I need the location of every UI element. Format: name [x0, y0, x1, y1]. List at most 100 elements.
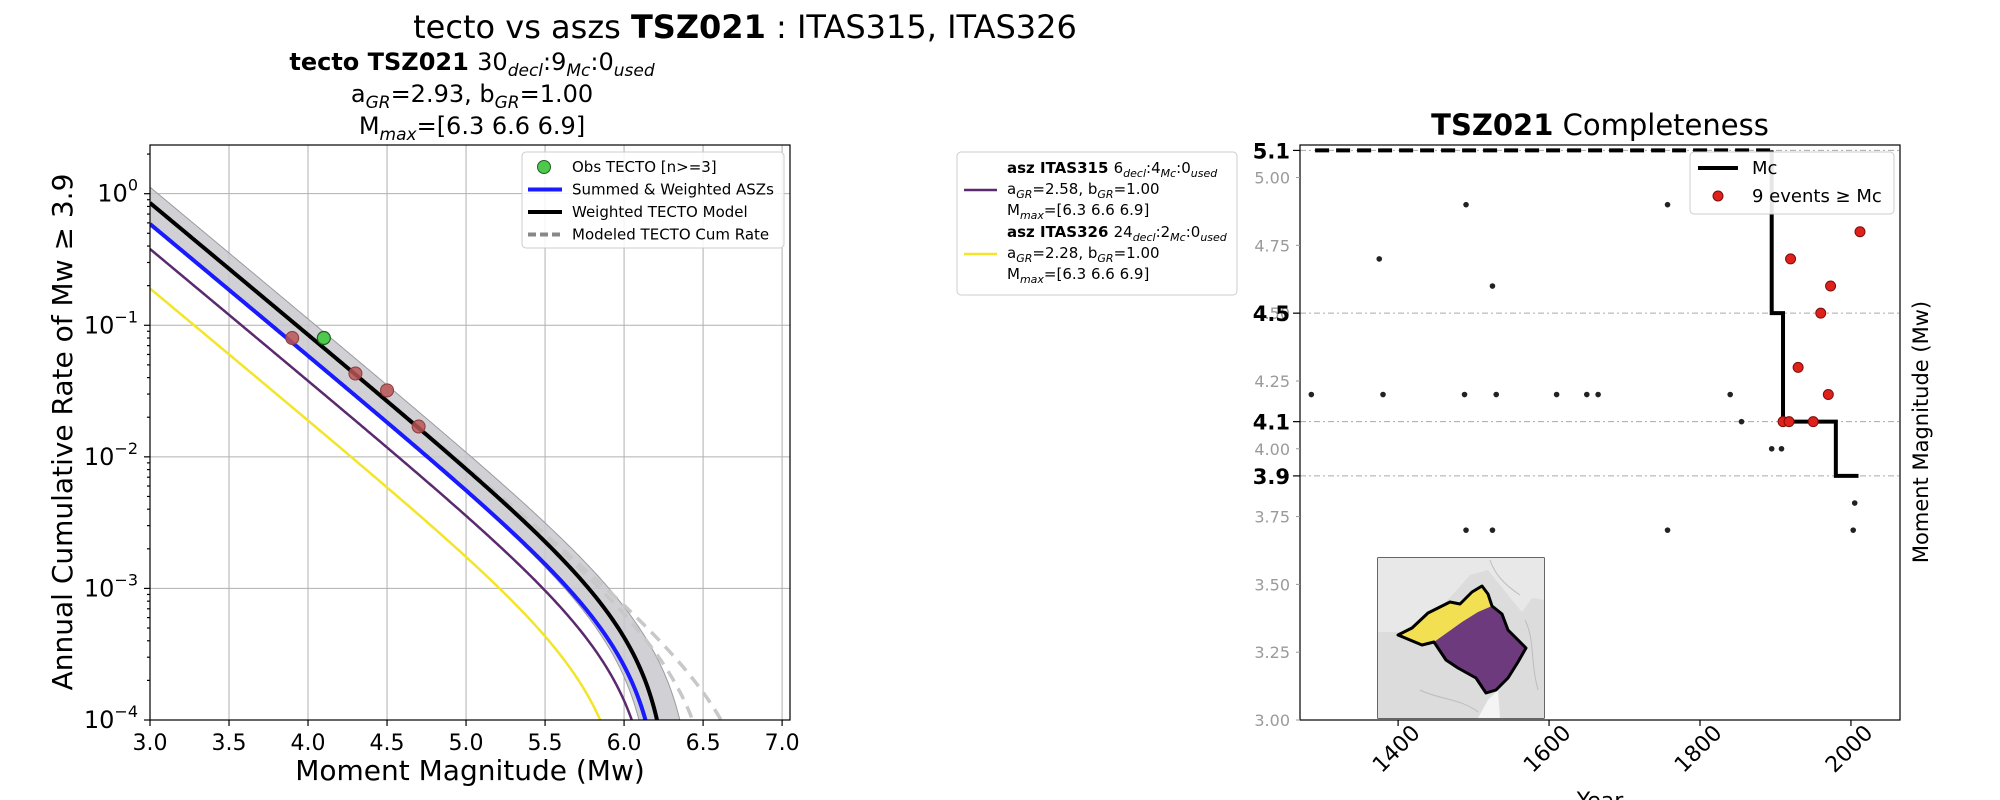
- right-x-axis-label: Year: [1576, 789, 1625, 800]
- y-tick-exponent: −2: [114, 439, 138, 458]
- legend-label: Mc: [1752, 158, 1777, 179]
- mc-tick-label: 3.9: [1253, 465, 1290, 489]
- event-below-mc: [1738, 418, 1745, 425]
- legend-label: Obs TECTO [n>=3]: [572, 158, 717, 176]
- count-subscript: Mc: [1170, 231, 1186, 244]
- event-above-mc: [1792, 361, 1804, 373]
- left-title-line2: aGR​=2.93, bGR​=1.00: [351, 80, 593, 113]
- subscript: GR: [1016, 252, 1032, 265]
- event-below-mc: [1376, 256, 1383, 262]
- event-below-mc: [1463, 201, 1469, 208]
- legend-label: Summed & Weighted ASZs: [572, 181, 774, 199]
- x-tick-label: 5.5: [528, 731, 563, 756]
- inset-borders: [1419, 559, 1539, 713]
- asz-name: asz ITAS315: [1007, 159, 1114, 177]
- y-tick-base: 10: [84, 574, 115, 602]
- subscript: GR: [495, 93, 520, 113]
- right-x-ticks: 1400 1600 1800 2000: [1368, 720, 1878, 778]
- left-title-zone: tecto TSZ021: [289, 48, 477, 76]
- mc-tick-label: 5.1: [1253, 139, 1290, 163]
- subscript: max: [1020, 209, 1044, 222]
- count-value: 6: [1114, 159, 1124, 177]
- asz-legend-params: aGR​=2.58, bGR​=1.00: [1007, 180, 1160, 201]
- text-run: =2.58, b: [1032, 180, 1097, 198]
- event-below-mc: [1461, 391, 1468, 398]
- x-tick-label: 1600: [1519, 721, 1576, 778]
- x-tick-label: 1400: [1368, 721, 1425, 778]
- event-above-mc: [1822, 389, 1834, 401]
- count-value: :4: [1146, 159, 1161, 177]
- text-run: M: [359, 112, 380, 140]
- text-run: M: [1007, 201, 1020, 219]
- observed-rate-point: [348, 366, 363, 381]
- left-y-axis-label: Annual Cumulative Rate of Mw ≥ 3.9: [46, 174, 79, 691]
- x-tick-label: 1800: [1670, 721, 1727, 778]
- left-title-line3: Mmax​=[6.3 6.6 6.9]: [359, 112, 585, 145]
- y-tick-base: 10: [84, 443, 115, 471]
- asz-legend-params: aGR​=2.28, bGR​=1.00: [1007, 244, 1160, 265]
- left-x-axis-label: Moment Magnitude (Mw): [295, 754, 645, 787]
- x-tick-label: 6.5: [686, 731, 721, 756]
- observed-rate-point: [285, 331, 300, 346]
- series-line: [150, 201, 660, 720]
- legend-marker: [1712, 190, 1724, 202]
- event-below-mc: [1489, 527, 1496, 533]
- completeness-chart: TSZ021 Completeness 1400 1600 1800 2000 3.0…: [1253, 108, 1933, 800]
- text-run: =[6.3 6.6 6.9]: [1044, 265, 1149, 283]
- right-y-axis-label: Moment Magnitude (Mw): [1909, 301, 1933, 563]
- count-value: 24: [1114, 223, 1133, 241]
- text-run: a: [1007, 244, 1016, 262]
- y-tick-base: 10: [84, 311, 115, 339]
- event-above-mc: [1815, 307, 1827, 319]
- legend-label: Weighted TECTO Model: [572, 203, 748, 221]
- y-tick-label: 4.50: [1254, 304, 1290, 323]
- event-above-mc: [1807, 416, 1819, 428]
- x-tick-label: 7.0: [765, 731, 800, 756]
- count-subscript: used: [614, 61, 655, 81]
- event-below-mc: [1595, 391, 1601, 398]
- right-title: TSZ021 Completeness: [1431, 108, 1769, 142]
- right-y-ticks: 3.00 3.25 3.50 3.75 4.00 4.25 4.50 4.75 5.00 3.9 4…: [1253, 139, 1300, 730]
- event-below-mc: [1489, 283, 1496, 289]
- y-tick-label: 4.25: [1254, 372, 1290, 391]
- y-tick-label: 10−3: [84, 570, 138, 602]
- y-tick-exponent: 0: [128, 176, 138, 195]
- inset-sea-south: [1478, 690, 1500, 718]
- inset-map: [1377, 557, 1545, 719]
- left-plot-area: [150, 186, 724, 720]
- mc-tick-label: 4.5: [1253, 302, 1290, 326]
- right-legend-box: [1689, 151, 1895, 215]
- y-tick-label: 5.00: [1254, 169, 1290, 188]
- event-below-mc: [1664, 201, 1671, 208]
- observed-rate-point: [380, 383, 395, 398]
- text-run: =2.28, b: [1032, 244, 1097, 262]
- figure-title: tecto vs aszs TSZ021 : ITAS315, ITAS326: [413, 8, 1077, 46]
- x-tick-label: 6.0: [607, 731, 642, 756]
- text-run: a: [1007, 180, 1016, 198]
- event-below-mc: [1380, 391, 1386, 398]
- count-subscript: decl: [1123, 167, 1146, 180]
- series-line: [150, 287, 602, 720]
- model-uncertainty-band: [150, 186, 681, 720]
- count-value: :9: [543, 48, 566, 76]
- event-below-mc: [1851, 500, 1858, 506]
- asz-legend-name: asz ITAS326 24decl​:2Mc​:0used​: [1007, 223, 1228, 244]
- x-tick-label: 5.0: [449, 731, 484, 756]
- count-value: :0: [590, 48, 613, 76]
- y-tick-label: 3.25: [1254, 643, 1290, 662]
- count-value: 30: [477, 48, 508, 76]
- count-value: :0: [1176, 159, 1191, 177]
- series-line: [150, 248, 634, 720]
- text-run: =1.00: [1114, 244, 1160, 262]
- left-x-ticks: 3.0 3.5 4.0 4.5 5.0 5.5 6.0 6.5 7.0: [133, 720, 800, 756]
- count-value: :2: [1156, 223, 1171, 241]
- right-plot-area: [1308, 148, 1866, 533]
- subscript: GR: [1016, 188, 1032, 201]
- subscript: max: [380, 125, 418, 145]
- asz-legend-mmax: Mmax​=[6.3 6.6 6.9]: [1007, 201, 1149, 222]
- count-subscript: used: [1191, 167, 1218, 180]
- event-above-mc: [1854, 226, 1866, 238]
- count-subscript: used: [1200, 231, 1227, 244]
- x-tick-label: 3.5: [212, 731, 247, 756]
- right-legend: Mc 9 events ≥ Mc: [1689, 151, 1895, 215]
